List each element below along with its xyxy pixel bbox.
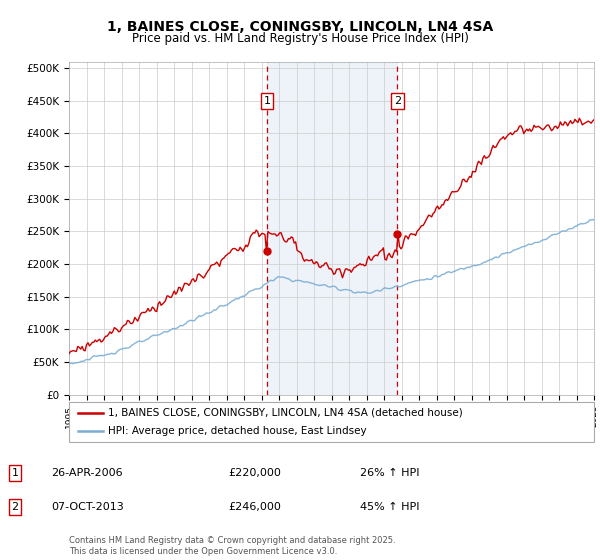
Text: Price paid vs. HM Land Registry's House Price Index (HPI): Price paid vs. HM Land Registry's House … xyxy=(131,32,469,45)
Text: 1, BAINES CLOSE, CONINGSBY, LINCOLN, LN4 4SA: 1, BAINES CLOSE, CONINGSBY, LINCOLN, LN4… xyxy=(107,20,493,34)
Text: 2: 2 xyxy=(394,96,401,106)
Text: 1: 1 xyxy=(263,96,271,106)
Text: 26% ↑ HPI: 26% ↑ HPI xyxy=(360,468,419,478)
Text: HPI: Average price, detached house, East Lindsey: HPI: Average price, detached house, East… xyxy=(109,426,367,436)
Text: 1: 1 xyxy=(11,468,19,478)
Bar xyxy=(267,62,397,395)
Text: 26-APR-2006: 26-APR-2006 xyxy=(51,468,122,478)
Text: 07-OCT-2013: 07-OCT-2013 xyxy=(51,502,124,512)
Text: Contains HM Land Registry data © Crown copyright and database right 2025.
This d: Contains HM Land Registry data © Crown c… xyxy=(69,536,395,556)
Text: 45% ↑ HPI: 45% ↑ HPI xyxy=(360,502,419,512)
Text: £246,000: £246,000 xyxy=(228,502,281,512)
Text: £220,000: £220,000 xyxy=(228,468,281,478)
Text: 1, BAINES CLOSE, CONINGSBY, LINCOLN, LN4 4SA (detached house): 1, BAINES CLOSE, CONINGSBY, LINCOLN, LN4… xyxy=(109,408,463,418)
Text: 2: 2 xyxy=(11,502,19,512)
